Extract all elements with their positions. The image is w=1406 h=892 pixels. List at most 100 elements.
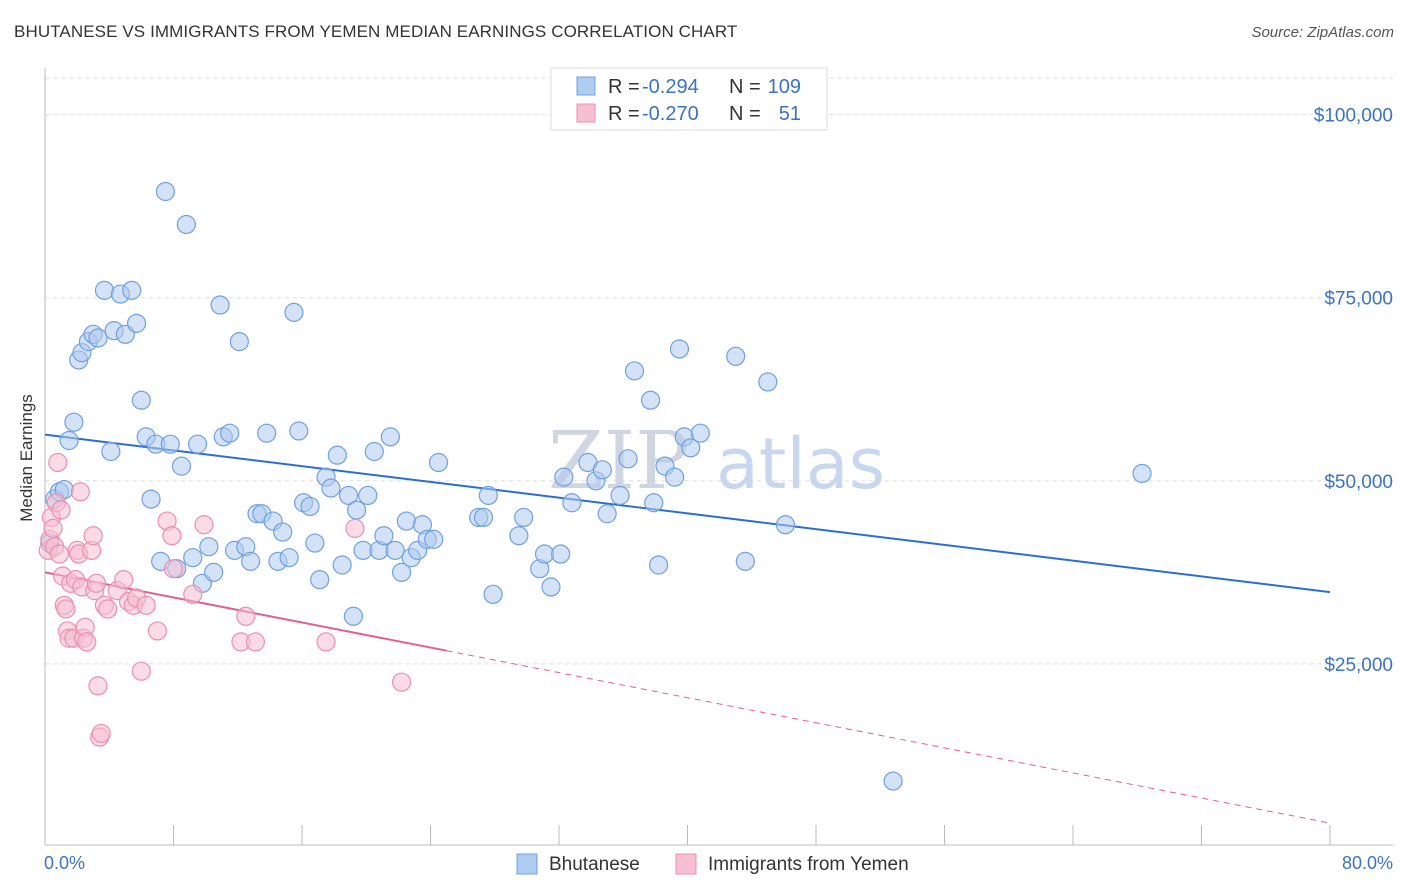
x-tick-label-max: 80.0% (1342, 853, 1393, 873)
watermark-atlas: atlas (716, 423, 885, 505)
data-point (690, 423, 710, 443)
data-point (597, 504, 617, 524)
data-point (562, 493, 582, 513)
data-point (183, 584, 203, 604)
data-point (51, 500, 71, 520)
data-point (305, 533, 325, 553)
data-point (147, 621, 168, 641)
data-point (735, 551, 755, 571)
legend-n-label: N = (729, 103, 761, 125)
data-point (551, 544, 571, 564)
legend-r-value: -0.270 (642, 103, 699, 125)
data-point (48, 452, 68, 473)
data-point (86, 573, 107, 593)
y-tick-label: $75,000 (1324, 289, 1393, 310)
x-tick-label-min: 0.0% (44, 853, 85, 873)
data-point (648, 555, 669, 575)
data-point (229, 332, 249, 352)
data-point (160, 434, 180, 454)
data-point (316, 632, 336, 652)
data-point (187, 434, 208, 454)
y-tick-label: $50,000 (1324, 472, 1393, 493)
data-point (77, 632, 97, 652)
data-point (88, 328, 108, 348)
data-point (83, 526, 103, 546)
data-point (385, 540, 405, 560)
data-point (391, 672, 412, 692)
data-point (775, 515, 796, 535)
data-point (194, 515, 214, 535)
data-point (669, 339, 690, 359)
data-point (347, 500, 367, 520)
data-point (162, 526, 182, 546)
data-point (310, 570, 330, 590)
data-point (136, 595, 156, 615)
data-point (345, 518, 365, 538)
data-point (726, 346, 746, 366)
data-point (91, 723, 111, 744)
legend-r-label: R = (608, 103, 640, 125)
data-point (343, 606, 363, 626)
data-point (640, 390, 661, 410)
data-point (353, 540, 373, 560)
data-point (171, 456, 192, 476)
data-point (176, 214, 196, 235)
data-point (541, 577, 561, 597)
data-point (1132, 463, 1152, 484)
legend-swatch (576, 103, 596, 123)
data-point (374, 526, 394, 546)
legend-r-value: -0.294 (642, 76, 699, 98)
data-point (478, 485, 498, 506)
y-tick-label: $100,000 (1314, 106, 1393, 127)
data-point (279, 548, 299, 568)
data-point (338, 485, 359, 506)
y-tick-label: $25,000 (1324, 655, 1393, 676)
data-point (183, 548, 203, 568)
data-point (681, 438, 701, 458)
data-point (473, 507, 494, 528)
data-point (88, 676, 108, 696)
data-point (131, 661, 151, 681)
data-point (391, 562, 412, 582)
data-point (131, 390, 151, 410)
watermark: ZIP atlas (548, 414, 885, 507)
data-point (321, 478, 341, 498)
data-point (257, 423, 277, 443)
data-point (424, 529, 444, 549)
legend-box (550, 67, 828, 131)
data-point (665, 467, 685, 487)
data-point (49, 544, 70, 564)
data-point (327, 445, 347, 465)
data-points (38, 181, 1152, 791)
data-point (380, 427, 400, 447)
data-point (509, 526, 529, 546)
data-point (332, 555, 352, 575)
legend-series: Bhutanese Immigrants from Yemen (516, 853, 909, 875)
trend-line-extension (446, 650, 1331, 824)
series-yemen (38, 452, 412, 747)
data-point (163, 559, 184, 579)
data-point (483, 584, 503, 604)
axes (44, 68, 1393, 846)
data-point (59, 430, 79, 451)
data-point (126, 313, 147, 333)
data-point (284, 302, 304, 322)
data-point (94, 280, 115, 300)
legend-series-name: Bhutanese (549, 854, 640, 875)
data-point (98, 599, 118, 619)
series-bhutanese (40, 181, 1152, 791)
data-point (358, 485, 378, 506)
data-point (236, 606, 256, 626)
data-point (624, 361, 645, 381)
data-point (758, 372, 778, 392)
data-point (70, 482, 90, 502)
data-point (592, 460, 612, 480)
data-point (220, 423, 240, 443)
data-point (644, 493, 664, 513)
data-point (204, 562, 224, 582)
data-point (114, 570, 134, 590)
data-point (56, 599, 76, 619)
legend-n-label: N = (729, 76, 761, 98)
data-point (199, 537, 219, 557)
